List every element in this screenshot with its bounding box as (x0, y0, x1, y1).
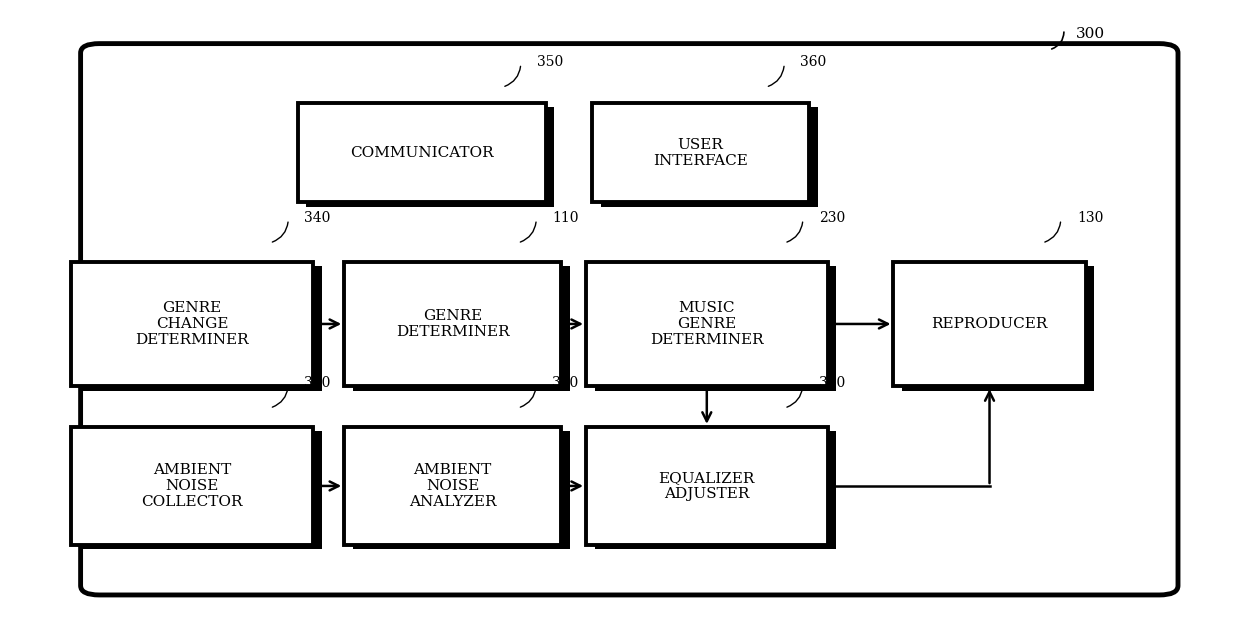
Bar (79, 431, 322, 549)
Bar (79, 266, 322, 391)
Text: EQUALIZER
ADJUSTER: EQUALIZER ADJUSTER (658, 471, 755, 501)
Text: 320: 320 (552, 376, 579, 390)
Bar (893, 262, 1086, 386)
Text: AMBIENT
NOISE
ANALYZER: AMBIENT NOISE ANALYZER (409, 463, 496, 509)
Bar (594, 431, 836, 549)
Text: 230: 230 (818, 211, 846, 225)
Text: MUSIC
GENRE
DETERMINER: MUSIC GENRE DETERMINER (650, 301, 764, 347)
Bar (903, 266, 1095, 391)
Text: 350: 350 (537, 55, 563, 69)
Text: 310: 310 (305, 376, 331, 390)
Bar (600, 107, 818, 207)
Text: COMMUNICATOR: COMMUNICATOR (350, 146, 494, 159)
FancyBboxPatch shape (81, 44, 1178, 595)
Bar (343, 262, 560, 386)
Bar (585, 427, 828, 545)
Text: AMBIENT
NOISE
COLLECTOR: AMBIENT NOISE COLLECTOR (141, 463, 243, 509)
Bar (591, 103, 808, 202)
Text: USER
INTERFACE: USER INTERFACE (653, 138, 748, 168)
Bar (298, 103, 546, 202)
Bar (585, 262, 828, 386)
Text: 330: 330 (818, 376, 846, 390)
Text: 130: 130 (1076, 211, 1104, 225)
Bar (306, 107, 554, 207)
Text: 300: 300 (1076, 27, 1105, 41)
Bar (352, 266, 569, 391)
Text: GENRE
CHANGE
DETERMINER: GENRE CHANGE DETERMINER (135, 301, 249, 347)
Bar (71, 262, 312, 386)
Text: REPRODUCER: REPRODUCER (931, 317, 1048, 331)
Bar (343, 427, 560, 545)
Bar (71, 427, 312, 545)
Text: 360: 360 (801, 55, 827, 69)
Text: 110: 110 (552, 211, 579, 225)
Bar (352, 431, 569, 549)
Text: GENRE
DETERMINER: GENRE DETERMINER (396, 309, 510, 339)
Bar (594, 266, 836, 391)
Text: 340: 340 (305, 211, 331, 225)
